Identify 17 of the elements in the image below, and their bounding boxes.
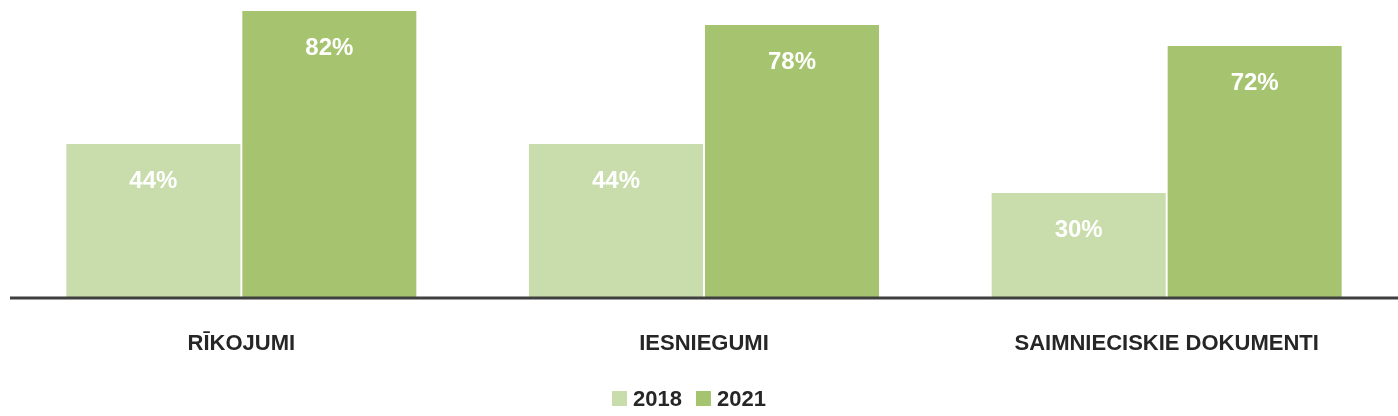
data-label: 72% (1230, 68, 1279, 95)
bar (242, 11, 417, 298)
legend-label: 2021 (716, 386, 766, 411)
x-tick-label: IESNIEGUMI (639, 330, 769, 355)
bar (529, 144, 703, 298)
bar (705, 25, 879, 298)
bar (991, 193, 1166, 298)
x-tick-label: SAIMNIECISKIE DOKUMENTI (1014, 330, 1319, 355)
data-label: 78% (767, 47, 817, 74)
data-label: 44% (591, 166, 641, 193)
bar (1167, 46, 1342, 298)
x-tick-label: RĪKOJUMI (187, 330, 296, 355)
legend-label: 2018 (633, 386, 682, 411)
data-label: 44% (129, 166, 178, 193)
bar (66, 144, 241, 298)
data-label: 30% (1054, 215, 1103, 242)
data-label: 82% (305, 33, 354, 60)
